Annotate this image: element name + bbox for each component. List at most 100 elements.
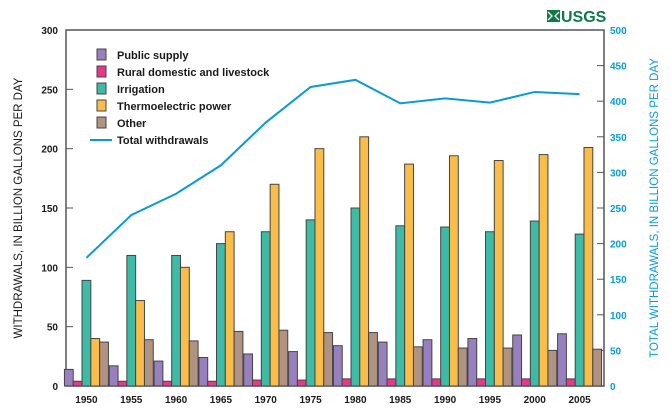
bar-irrigation-1985 [395,225,406,387]
x-tick-label: 1950 [75,395,98,406]
bar-thermoelectric-power-1980 [359,136,370,387]
y-axis-label-right: TOTAL WITHDRAWALS, IN BILLION GALLONS PE… [649,58,661,358]
bar-public-supply-1970 [243,353,254,387]
legend-label: Irrigation [117,84,165,96]
bar-irrigation-1950 [81,279,92,387]
bar-irrigation-1980 [350,207,361,387]
legend-label: Public supply [117,50,189,62]
bar-other-1950 [99,341,109,387]
bar-thermoelectric-power-2005 [583,146,594,387]
bar-other-1985 [412,346,423,387]
usgs-logo-icon [547,10,560,22]
bar-other-2000 [547,349,558,387]
y-tick-label-left: 150 [41,204,58,215]
total-line [85,78,580,259]
x-tick-label: 1960 [165,395,188,406]
y-tick-label-right: 350 [610,133,627,144]
y-tick-label-right: 300 [610,168,627,179]
x-tick-label: 1980 [344,395,367,406]
bar-rural-domestic-and-livestock-2000 [521,378,531,387]
bar-rural-domestic-and-livestock-1965 [207,380,218,387]
legend-swatch [96,48,107,61]
bar-irrigation-2000 [529,220,540,387]
bar-rural-domestic-and-livestock-1995 [476,378,487,387]
bar-public-supply-1990 [422,339,433,387]
bar-irrigation-1990 [440,226,450,387]
x-tick-labels: 1950 1955 1960 1965 1970 1975 1980 1985 1990 1995… [75,395,591,406]
bar-public-supply-2000 [512,334,523,387]
bar-other-1980 [368,332,378,387]
bar-irrigation-1965 [216,243,226,387]
bar-other-1990 [457,347,468,387]
legend-swatch [96,99,107,112]
x-tick-label: 1985 [389,395,412,406]
y-tick-label-right: 400 [610,97,627,108]
bar-public-supply-1950 [63,368,74,387]
bar-thermoelectric-power-1965 [224,231,235,387]
legend-swatch [96,65,107,78]
y-tick-label-right: 200 [610,240,627,251]
legend: Public supply Rural domestic and livestoc… [90,48,270,147]
bar-thermoelectric-power-1990 [448,155,459,387]
y-tick-label-right: 50 [610,346,622,357]
bar-thermoelectric-power-1970 [269,183,280,387]
bar-irrigation-1995 [485,231,495,387]
x-tick-label: 1990 [434,395,457,406]
y-tick-label-right: 500 [610,26,627,37]
bar-rural-domestic-and-livestock-2005 [565,378,576,387]
bar-public-supply-1955 [108,365,119,387]
bar-public-supply-1980 [332,345,343,387]
y-axis-label-left: WITHDRAWALS, IN BILLION GALLONS PER DAY [13,77,25,338]
bar-rural-domestic-and-livestock-1980 [341,378,352,387]
usgs-logo: USGS [547,9,607,26]
bar-irrigation-1975 [305,219,316,387]
y-tick-label-right: 150 [610,275,627,286]
y-tick-label-right: 0 [610,382,616,393]
line-total-withdrawals [85,78,580,259]
bar-public-supply-1965 [198,357,209,387]
bar-thermoelectric-power-1950 [90,338,101,387]
bar-irrigation-2005 [574,233,585,387]
y-tick-label-left: 50 [47,323,59,334]
x-tick-label: 1975 [299,395,322,406]
bar-rural-domestic-and-livestock-1975 [296,379,307,387]
bar-other-1960 [188,340,199,387]
bar-rural-domestic-and-livestock-1950 [72,380,83,387]
bars [63,136,603,387]
y-tick-label-left: 250 [41,85,58,96]
x-tick-label: 1995 [479,395,502,406]
bar-thermoelectric-power-1975 [314,148,325,387]
legend-swatch [96,82,107,95]
x-tick-label: 1965 [210,395,233,406]
legend-label: Thermoelectric power [117,101,232,113]
y-tick-label-right: 250 [610,204,627,215]
legend-label: Total withdrawals [117,135,208,147]
x-tick-label: 1970 [255,395,278,406]
bar-other-1955 [143,339,154,387]
bar-other-1970 [278,329,289,387]
bar-rural-domestic-and-livestock-1955 [117,380,128,387]
bar-irrigation-1955 [126,254,137,387]
bar-other-1995 [502,347,513,387]
bar-public-supply-1995 [467,338,478,387]
y-tick-label-left: 0 [52,382,58,393]
bar-other-2005 [592,348,603,387]
legend-label: Other [117,118,147,130]
bar-irrigation-1960 [171,254,181,387]
bar-public-supply-1985 [377,341,388,387]
bar-public-supply-1960 [153,360,164,387]
bar-rural-domestic-and-livestock-1990 [431,378,442,387]
x-tick-label: 1955 [120,395,143,406]
bar-other-1965 [233,330,244,387]
bar-thermoelectric-power-1985 [404,163,414,387]
y-tick-label-right: 450 [610,62,627,73]
bar-public-supply-1975 [288,351,298,387]
bar-rural-domestic-and-livestock-1985 [386,378,397,387]
bar-other-1975 [323,332,334,387]
y-tick-label-left: 300 [41,26,58,37]
legend-swatch [96,116,107,129]
bar-thermoelectric-power-1960 [179,266,190,387]
usgs-logo-text: USGS [561,9,607,26]
bar-thermoelectric-power-2000 [538,154,549,387]
